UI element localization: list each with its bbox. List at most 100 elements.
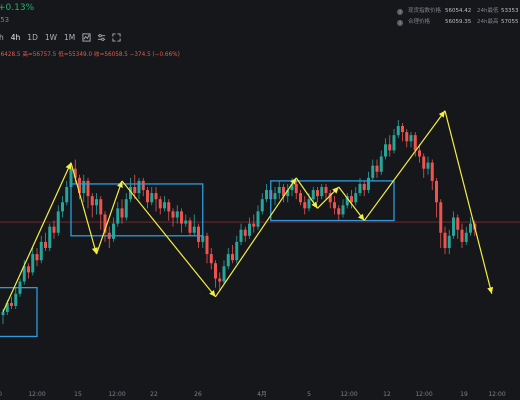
candle-body — [86, 180, 90, 197]
fullscreen-icon[interactable] — [112, 33, 121, 42]
candle-body — [371, 165, 375, 178]
x-tick-label: 12:00 — [108, 391, 125, 398]
trend-arrow-head — [311, 201, 318, 209]
candle-body — [328, 193, 332, 203]
trend-arrow-head — [117, 180, 123, 188]
candle-body — [256, 211, 260, 227]
x-tick-label: 22 — [150, 391, 158, 398]
candle-body — [133, 187, 137, 194]
x-tick-label: 0 — [0, 391, 2, 398]
candle-body — [307, 199, 311, 209]
candle-body — [78, 177, 81, 194]
candle-body — [218, 278, 222, 282]
candle-body — [260, 199, 264, 212]
candle-body — [435, 180, 438, 203]
candle-body — [205, 235, 209, 255]
candle-body — [316, 190, 319, 197]
candle-body — [265, 190, 268, 200]
candle-body — [39, 241, 43, 261]
candle-body — [239, 229, 243, 242]
candle-body — [303, 202, 307, 209]
candle-body — [222, 266, 226, 282]
candle-body — [197, 226, 200, 242]
candle-body — [430, 162, 434, 181]
candle-body — [456, 217, 460, 230]
candle-body — [294, 183, 298, 194]
candle-body — [341, 205, 345, 215]
stat-value-low: 53353 — [501, 8, 519, 14]
settings-icon[interactable] — [97, 33, 106, 42]
candle-body — [235, 241, 239, 261]
candle-body — [273, 193, 277, 200]
x-tick-label: 12:00 — [340, 391, 357, 398]
trend-arrow-head — [332, 187, 339, 194]
consolidation-box — [0, 286, 38, 338]
candle-body — [175, 211, 179, 218]
candle-body — [150, 193, 154, 203]
trend-arrow-head — [358, 213, 365, 221]
candle-body — [5, 302, 9, 313]
candle-body — [192, 226, 196, 233]
candle-body — [282, 187, 285, 197]
trend-arrow-head — [65, 162, 72, 170]
trend-arrow-line — [444, 110, 493, 294]
indicator-icon[interactable] — [82, 33, 91, 42]
candle-body — [214, 263, 217, 279]
timeframe-4h[interactable]: 4h — [10, 33, 21, 42]
candle-body — [290, 183, 294, 191]
trend-arrow-line — [70, 162, 98, 255]
trend-arrow-head — [290, 177, 297, 185]
trend-arrow-head — [91, 247, 98, 255]
x-tick-label: 12:00 — [488, 391, 505, 398]
candle-body — [367, 177, 370, 191]
candle-body — [95, 199, 98, 206]
info-icon[interactable]: i — [397, 19, 403, 26]
consolidation-box — [70, 183, 204, 237]
candle-body — [184, 220, 188, 224]
candle-body — [396, 126, 400, 136]
stat-value: 56054.42 — [445, 8, 472, 14]
stat-label: 现货指数价格 — [408, 8, 442, 14]
candle-body — [337, 208, 341, 215]
candle-body — [226, 254, 230, 267]
consolidation-box — [270, 180, 395, 222]
candle-body — [52, 226, 56, 233]
candle-body — [209, 254, 213, 264]
candle-body — [163, 202, 166, 209]
candle-body — [120, 208, 124, 218]
candle-body — [392, 135, 396, 151]
trend-arrow-line — [215, 177, 297, 298]
timeframe-1d[interactable]: 1D — [27, 33, 38, 42]
timeframe-h[interactable]: h — [0, 33, 4, 42]
candle-body — [311, 190, 315, 200]
candle-body — [443, 232, 447, 248]
candle-body — [418, 150, 421, 157]
candle-body — [384, 144, 387, 157]
trend-arrow-head — [209, 289, 216, 297]
x-tick-label: 12 — [383, 391, 391, 398]
candle-body — [320, 187, 324, 197]
candle-body — [469, 223, 472, 233]
trend-arrow-line — [121, 180, 216, 298]
candle-body — [146, 190, 149, 203]
timeframe-1m[interactable]: 1M — [64, 33, 76, 42]
candle-body — [231, 254, 234, 261]
timeframe-1w[interactable]: 1W — [44, 33, 58, 42]
trend-arrow-line — [338, 186, 365, 221]
price-change-percent: +0.13% — [0, 3, 35, 13]
ohlc-readout: 56428.5 高=56757.5 低=55349.0 收=56058.5 −3… — [0, 52, 180, 58]
x-tick-label: 26 — [194, 391, 202, 398]
candle-body — [405, 132, 409, 142]
x-tick-label: 19 — [460, 391, 468, 398]
candle-body — [22, 266, 26, 282]
trend-arrow-head — [438, 110, 445, 118]
market-stats-panel: i 现货指数价格 56054.42 24h最低 53353 i 合理价格 560… — [397, 6, 519, 28]
candle-body — [1, 312, 5, 316]
x-tick-label: 12:00 — [415, 391, 432, 398]
info-icon[interactable]: i — [397, 8, 403, 15]
trend-arrow-line — [95, 180, 123, 255]
stat-label-high: 24h最高 — [477, 19, 499, 25]
candle-body — [137, 180, 141, 194]
stat-value: 56059.35 — [445, 19, 472, 25]
